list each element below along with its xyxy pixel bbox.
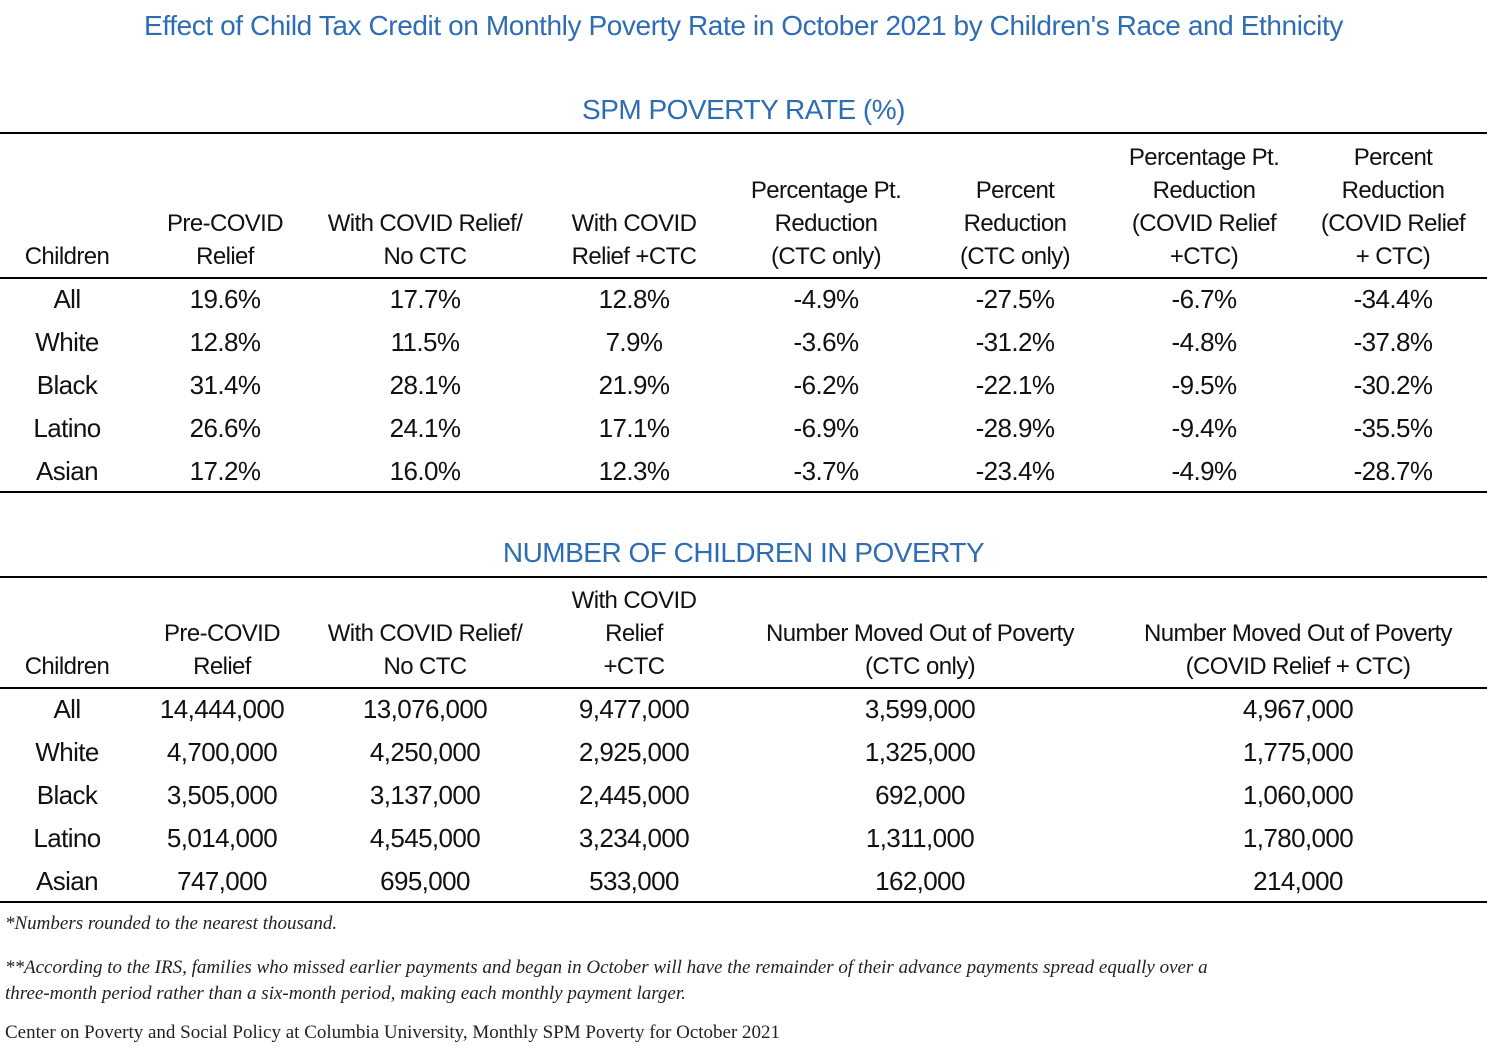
table-cell: 5,014,000 [166,823,278,853]
table-cell: 17.2% [189,456,261,486]
table-cell: -35.5% [1353,413,1433,443]
table-cell: -4.9% [793,284,860,314]
table-cell: 17.7% [389,284,461,314]
column-header: Children [24,653,110,680]
table-cell: -23.4% [975,456,1055,486]
table-cell: 1,311,000 [865,823,975,853]
table-cell: -30.2% [1353,370,1433,400]
table-cell: -6.9% [793,413,860,443]
row-label: Black [36,370,98,400]
table-cell: -6.7% [1171,284,1238,314]
table2-header-rule [0,687,1487,689]
table-cell: 16.0% [389,456,461,486]
table-cell: 19.6% [189,284,261,314]
table-cell: -22.1% [975,370,1055,400]
table-cell: 12.8% [598,284,670,314]
column-header: Percent Reduction (CTC only) [959,177,1071,270]
column-header: Percentage Pt. Reduction (CTC only) [750,177,902,270]
table-cell: 12.3% [598,456,670,486]
table-cell: 4,545,000 [369,823,481,853]
column-header: Percentage Pt. Reduction (COVID Relief +… [1128,144,1280,270]
table-cell: -28.9% [975,413,1055,443]
table-cell: -34.4% [1353,284,1433,314]
row-label: All [53,694,81,724]
table1-top-rule [0,132,1487,134]
column-header: Pre-COVID Relief [167,210,284,270]
table-cell: 1,780,000 [1242,823,1354,853]
table-cell: 9,477,000 [578,694,690,724]
table1-bottom-rule [0,491,1487,493]
table-cell: -28.7% [1353,456,1433,486]
footnote-rounding: *Numbers rounded to the nearest thousand… [5,913,338,934]
table-cell: 1,060,000 [1242,780,1354,810]
table-cell: 1,325,000 [864,737,976,767]
table-cell: 21.9% [598,370,670,400]
table-cell: 31.4% [189,370,261,400]
row-label: All [53,284,81,314]
table-cell: 1,775,000 [1242,737,1354,767]
table-cell: -37.8% [1353,327,1433,357]
table-cell: 13,076,000 [362,694,488,724]
table-cell: 3,234,000 [578,823,690,853]
table2-bottom-rule [0,901,1487,903]
table-cell: -9.4% [1171,413,1238,443]
table-cell: 4,967,000 [1242,694,1354,724]
column-header: With COVID Relief/ No CTC [327,210,523,270]
row-label: Asian [35,866,99,896]
row-label: White [35,737,99,767]
table-cell: 17.1% [598,413,670,443]
page-title: Effect of Child Tax Credit on Monthly Po… [144,10,1343,41]
row-label: White [35,327,99,357]
table-cell: -3.7% [793,456,860,486]
table-cell: 692,000 [875,780,965,810]
table2-top-rule [0,576,1487,578]
table-cell: -4.8% [1171,327,1238,357]
table-cell: 695,000 [380,866,470,896]
table-cell: 747,000 [177,866,267,896]
table-cell: -6.2% [793,370,860,400]
column-header: Children [24,243,110,270]
table-cell: 12.8% [189,327,261,357]
table-cell: 4,700,000 [166,737,278,767]
table2-title: NUMBER OF CHILDREN IN POVERTY [502,537,985,568]
source-note: Center on Poverty and Social Policy at C… [5,1022,781,1043]
column-header: With COVID Relief +CTC [571,587,697,680]
table1-header-rule [0,277,1487,279]
table-cell: 3,599,000 [864,694,976,724]
table-cell: 214,000 [1253,866,1343,896]
column-header: Number Moved Out of Poverty (CTC only) [766,620,1075,680]
table-cell: -27.5% [975,284,1055,314]
footnote-irs-line1: **According to the IRS, families who mis… [5,957,1208,978]
column-header: Pre-COVID Relief [164,620,281,680]
column-header: Percent Reduction (COVID Relief + CTC) [1320,144,1466,270]
row-label: Asian [35,456,99,486]
table-cell: 2,925,000 [578,737,690,767]
table1-title: SPM POVERTY RATE (%) [582,94,905,125]
table-cell: -3.6% [793,327,860,357]
table-cell: 3,505,000 [166,780,278,810]
table-cell: 28.1% [389,370,461,400]
table-cell: 4,250,000 [369,737,481,767]
column-header: Number Moved Out of Poverty (COVID Relie… [1144,620,1453,680]
table-cell: 11.5% [390,327,460,357]
table-cell: 7.9% [605,327,663,357]
row-label: Black [36,780,98,810]
table-cell: 26.6% [189,413,261,443]
column-header: With COVID Relief +CTC [571,210,697,270]
table-cell: 162,000 [875,866,965,896]
table-cell: -31.2% [975,327,1055,357]
row-label: Latino [33,413,101,443]
table-cell: 14,444,000 [159,694,285,724]
column-header: With COVID Relief/ No CTC [327,620,523,680]
table-cell: 3,137,000 [369,780,481,810]
table-cell: -9.5% [1171,370,1238,400]
table-cell: 24.1% [389,413,461,443]
table-cell: -4.9% [1171,456,1238,486]
table-cell: 533,000 [589,866,679,896]
table-cell: 2,445,000 [578,780,690,810]
footnote-irs-line2: three-month period rather than a six-mon… [5,983,686,1004]
row-label: Latino [33,823,101,853]
